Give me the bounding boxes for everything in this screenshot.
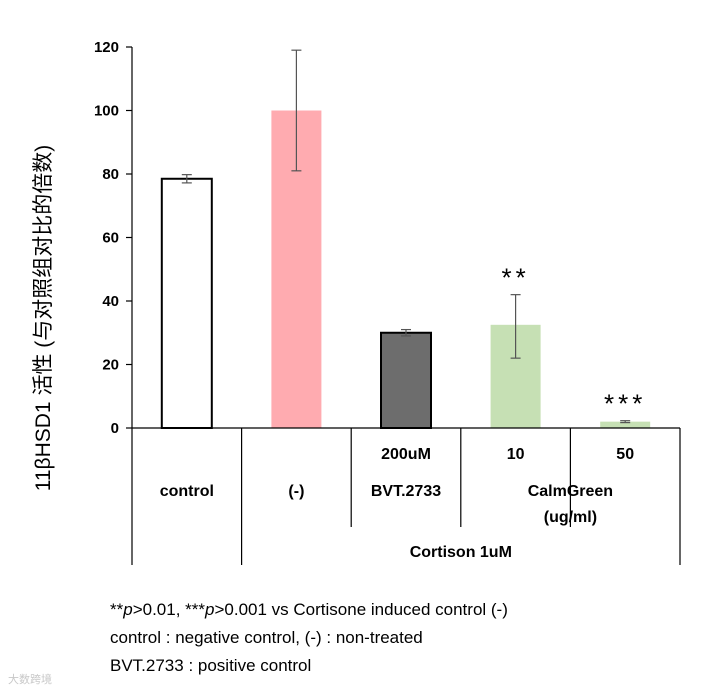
- footnote-significance: **p>0.01, ***p>0.001 vs Cortisone induce…: [110, 600, 508, 619]
- bar: [380, 331, 432, 429]
- table-cell-label: (-): [288, 483, 304, 500]
- footnote-positive-control: BVT.2733 : positive control: [110, 656, 312, 675]
- y-tick-label: 20: [102, 357, 119, 374]
- table-cell-label: 10: [507, 446, 525, 463]
- group-label: Cortison 1uM: [410, 544, 512, 561]
- y-axis-label: 11βHSD1 活性 (与对照组对比的倍数): [32, 145, 55, 492]
- y-tick-label: 0: [111, 420, 119, 437]
- significance-marker: **: [501, 263, 529, 293]
- watermark: 大数跨境: [8, 674, 52, 686]
- table-cell-label: CalmGreen: [528, 483, 613, 500]
- bar: [600, 421, 651, 428]
- category-table: 200uM 10 50 control (-) BVT.2733 CalmGreen (ug/…: [131, 427, 681, 565]
- y-tick-label: 60: [102, 230, 119, 247]
- table-cell-label: 50: [616, 446, 634, 463]
- table-cell-label: control: [160, 483, 214, 500]
- bars-group: *****: [160, 49, 651, 429]
- y-tick-label: 100: [94, 103, 119, 120]
- bar: [160, 177, 213, 429]
- table-cell-label: BVT.2733: [371, 483, 441, 500]
- significance-marker: ***: [604, 389, 646, 419]
- table-cell-label: 200uM: [381, 446, 431, 463]
- y-axis: 0 20 40 60 80 100 120: [94, 39, 133, 437]
- footnote-control-definition: control : negative control, (-) : non-tr…: [110, 628, 423, 647]
- y-tick-label: 80: [102, 166, 119, 183]
- y-tick-label: 40: [102, 293, 119, 310]
- y-tick-label: 120: [94, 39, 119, 56]
- table-cell-label: (ug/ml): [544, 509, 597, 526]
